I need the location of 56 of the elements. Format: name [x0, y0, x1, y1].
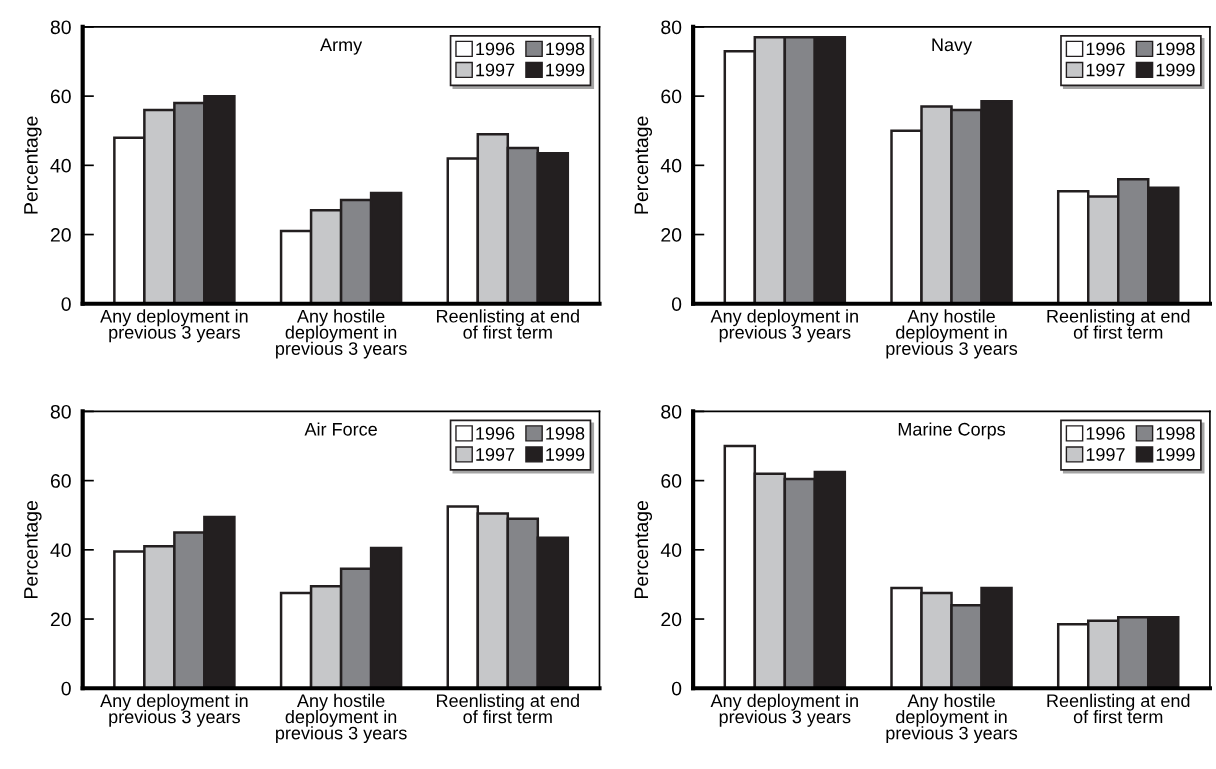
- legend-label: 1997: [476, 448, 515, 461]
- legend-label: 1996: [476, 426, 515, 440]
- y-tick-label: 0: [61, 681, 71, 696]
- x-tick-label: Any hostile deployment in previous 3 years: [886, 309, 1018, 359]
- x-tick-label: Any hostile deployment in previous 3 years: [276, 309, 407, 359]
- legend-label: 1998: [546, 426, 585, 440]
- y-tick-label: 40: [660, 543, 682, 558]
- y-axis-title: Percentage: [634, 116, 653, 214]
- text: Navy: [932, 38, 973, 55]
- legend-label: 1998: [546, 42, 585, 56]
- y-axis-title: Percentage: [24, 116, 42, 214]
- legend-label: 1996: [476, 42, 515, 56]
- y-tick-label: 60: [661, 474, 682, 488]
- chart-title: Air Force: [304, 422, 377, 436]
- y-tick-label: 80: [50, 20, 71, 35]
- legend-label: 1999: [1156, 63, 1195, 77]
- y-tick-label: 40: [660, 158, 682, 173]
- y-tick-label: 80: [661, 404, 682, 419]
- x-tick-label: Any deployment in previous 3 years: [710, 309, 858, 343]
- x-tick-label: Any deployment in previous 3 years: [710, 693, 858, 727]
- y-tick-label: 20: [661, 228, 682, 242]
- legend-label: 1997: [1086, 63, 1125, 77]
- y-tick-label: 0: [671, 681, 682, 696]
- y-tick-label: 20: [50, 228, 71, 242]
- x-tick-label: Reenlisting at end of first term: [437, 693, 579, 724]
- legend-label: 1996: [1086, 426, 1125, 440]
- legend-label: 1999: [546, 63, 585, 77]
- y-tick-label: 0: [671, 297, 682, 311]
- y-tick-label: 0: [61, 297, 71, 311]
- legend-label: 1996: [1086, 42, 1125, 56]
- y-tick-label: 80: [661, 20, 682, 35]
- x-tick-label: Any hostile deployment in previous 3 years: [276, 693, 407, 743]
- y-tick-label: 40: [50, 158, 71, 173]
- legend-label: 1997: [476, 63, 515, 77]
- legend-label: 1998: [1156, 426, 1195, 440]
- legend-label: 1999: [546, 448, 585, 461]
- y-tick-label: 60: [661, 89, 682, 104]
- y-tick-label: 20: [661, 612, 682, 627]
- legend-label: 1999: [1156, 448, 1195, 461]
- y-tick-label: 60: [50, 89, 71, 104]
- y-tick-label: 80: [50, 404, 71, 419]
- y-axis-title: Percentage: [634, 500, 653, 598]
- x-tick-label: Any deployment in previous 3 years: [100, 693, 248, 727]
- legend-label: 1997: [1086, 448, 1125, 461]
- x-tick-label: Reenlisting at end of first term: [1047, 693, 1190, 724]
- y-tick-label: 20: [50, 612, 71, 627]
- y-tick-label: 60: [50, 474, 71, 488]
- legend-label: 1998: [1156, 42, 1195, 56]
- x-tick-label: Reenlisting at end of first term: [1047, 309, 1190, 339]
- x-tick-label: Reenlisting at end of first term: [437, 309, 579, 339]
- text: Marine Corps: [898, 422, 1006, 440]
- y-axis-title: Percentage: [24, 500, 42, 598]
- text: Army: [320, 38, 363, 55]
- x-tick-label: Any hostile deployment in previous 3 years: [886, 693, 1018, 743]
- x-tick-label: Any deployment in previous 3 years: [100, 309, 248, 343]
- y-tick-label: 40: [50, 543, 71, 558]
